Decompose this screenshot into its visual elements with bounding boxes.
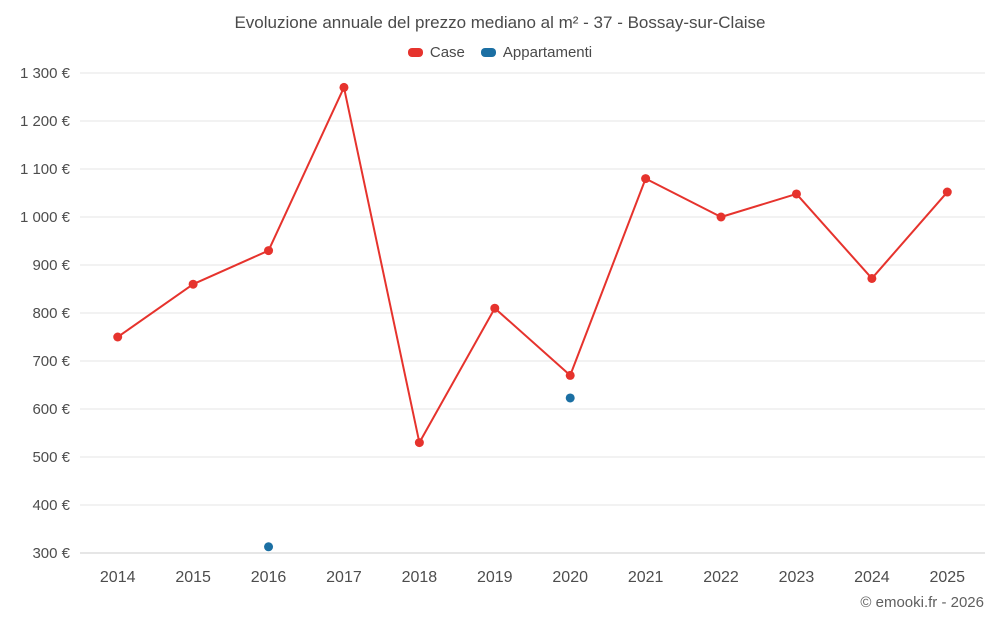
svg-text:2014: 2014 <box>100 569 136 586</box>
legend-label-case: Case <box>429 44 465 61</box>
case-series-marker-icon <box>407 48 423 57</box>
svg-text:2017: 2017 <box>326 569 362 586</box>
svg-text:500 €: 500 € <box>32 449 70 466</box>
svg-text:2022: 2022 <box>703 569 739 586</box>
svg-text:2023: 2023 <box>779 569 815 586</box>
legend-label-appartamenti: Appartamenti <box>502 44 593 61</box>
svg-text:400 €: 400 € <box>32 497 70 514</box>
svg-text:2020: 2020 <box>552 569 588 586</box>
appartamenti-series-marker-icon <box>480 48 496 57</box>
svg-text:700 €: 700 € <box>32 353 70 370</box>
legend-item-case[interactable]: Case <box>407 44 465 61</box>
svg-text:1 300 €: 1 300 € <box>20 66 71 82</box>
svg-text:1 200 €: 1 200 € <box>20 113 71 130</box>
legend-item-appartamenti[interactable]: Appartamenti <box>480 44 593 61</box>
chart-legend: Case Appartamenti <box>0 44 1000 61</box>
svg-text:2025: 2025 <box>929 569 965 586</box>
svg-text:300 €: 300 € <box>32 545 70 562</box>
svg-text:2015: 2015 <box>175 569 211 586</box>
svg-text:2019: 2019 <box>477 569 513 586</box>
svg-text:2016: 2016 <box>251 569 287 586</box>
price-chart-plot-area: 300 € 400 € 500 € 600 € 700 € 800 € 900 € 1 000… <box>20 66 985 586</box>
svg-text:2024: 2024 <box>854 569 890 586</box>
svg-text:600 €: 600 € <box>32 401 70 418</box>
svg-text:900 €: 900 € <box>32 257 70 274</box>
svg-text:800 €: 800 € <box>32 305 70 322</box>
svg-text:2018: 2018 <box>402 569 438 586</box>
svg-text:1 100 €: 1 100 € <box>20 161 71 178</box>
svg-text:1 000 €: 1 000 € <box>20 209 71 226</box>
chart-title: Evoluzione annuale del prezzo mediano al… <box>234 13 766 32</box>
copyright-attribution: © emooki.fr - 2026 <box>860 594 984 611</box>
svg-text:2021: 2021 <box>628 569 664 586</box>
